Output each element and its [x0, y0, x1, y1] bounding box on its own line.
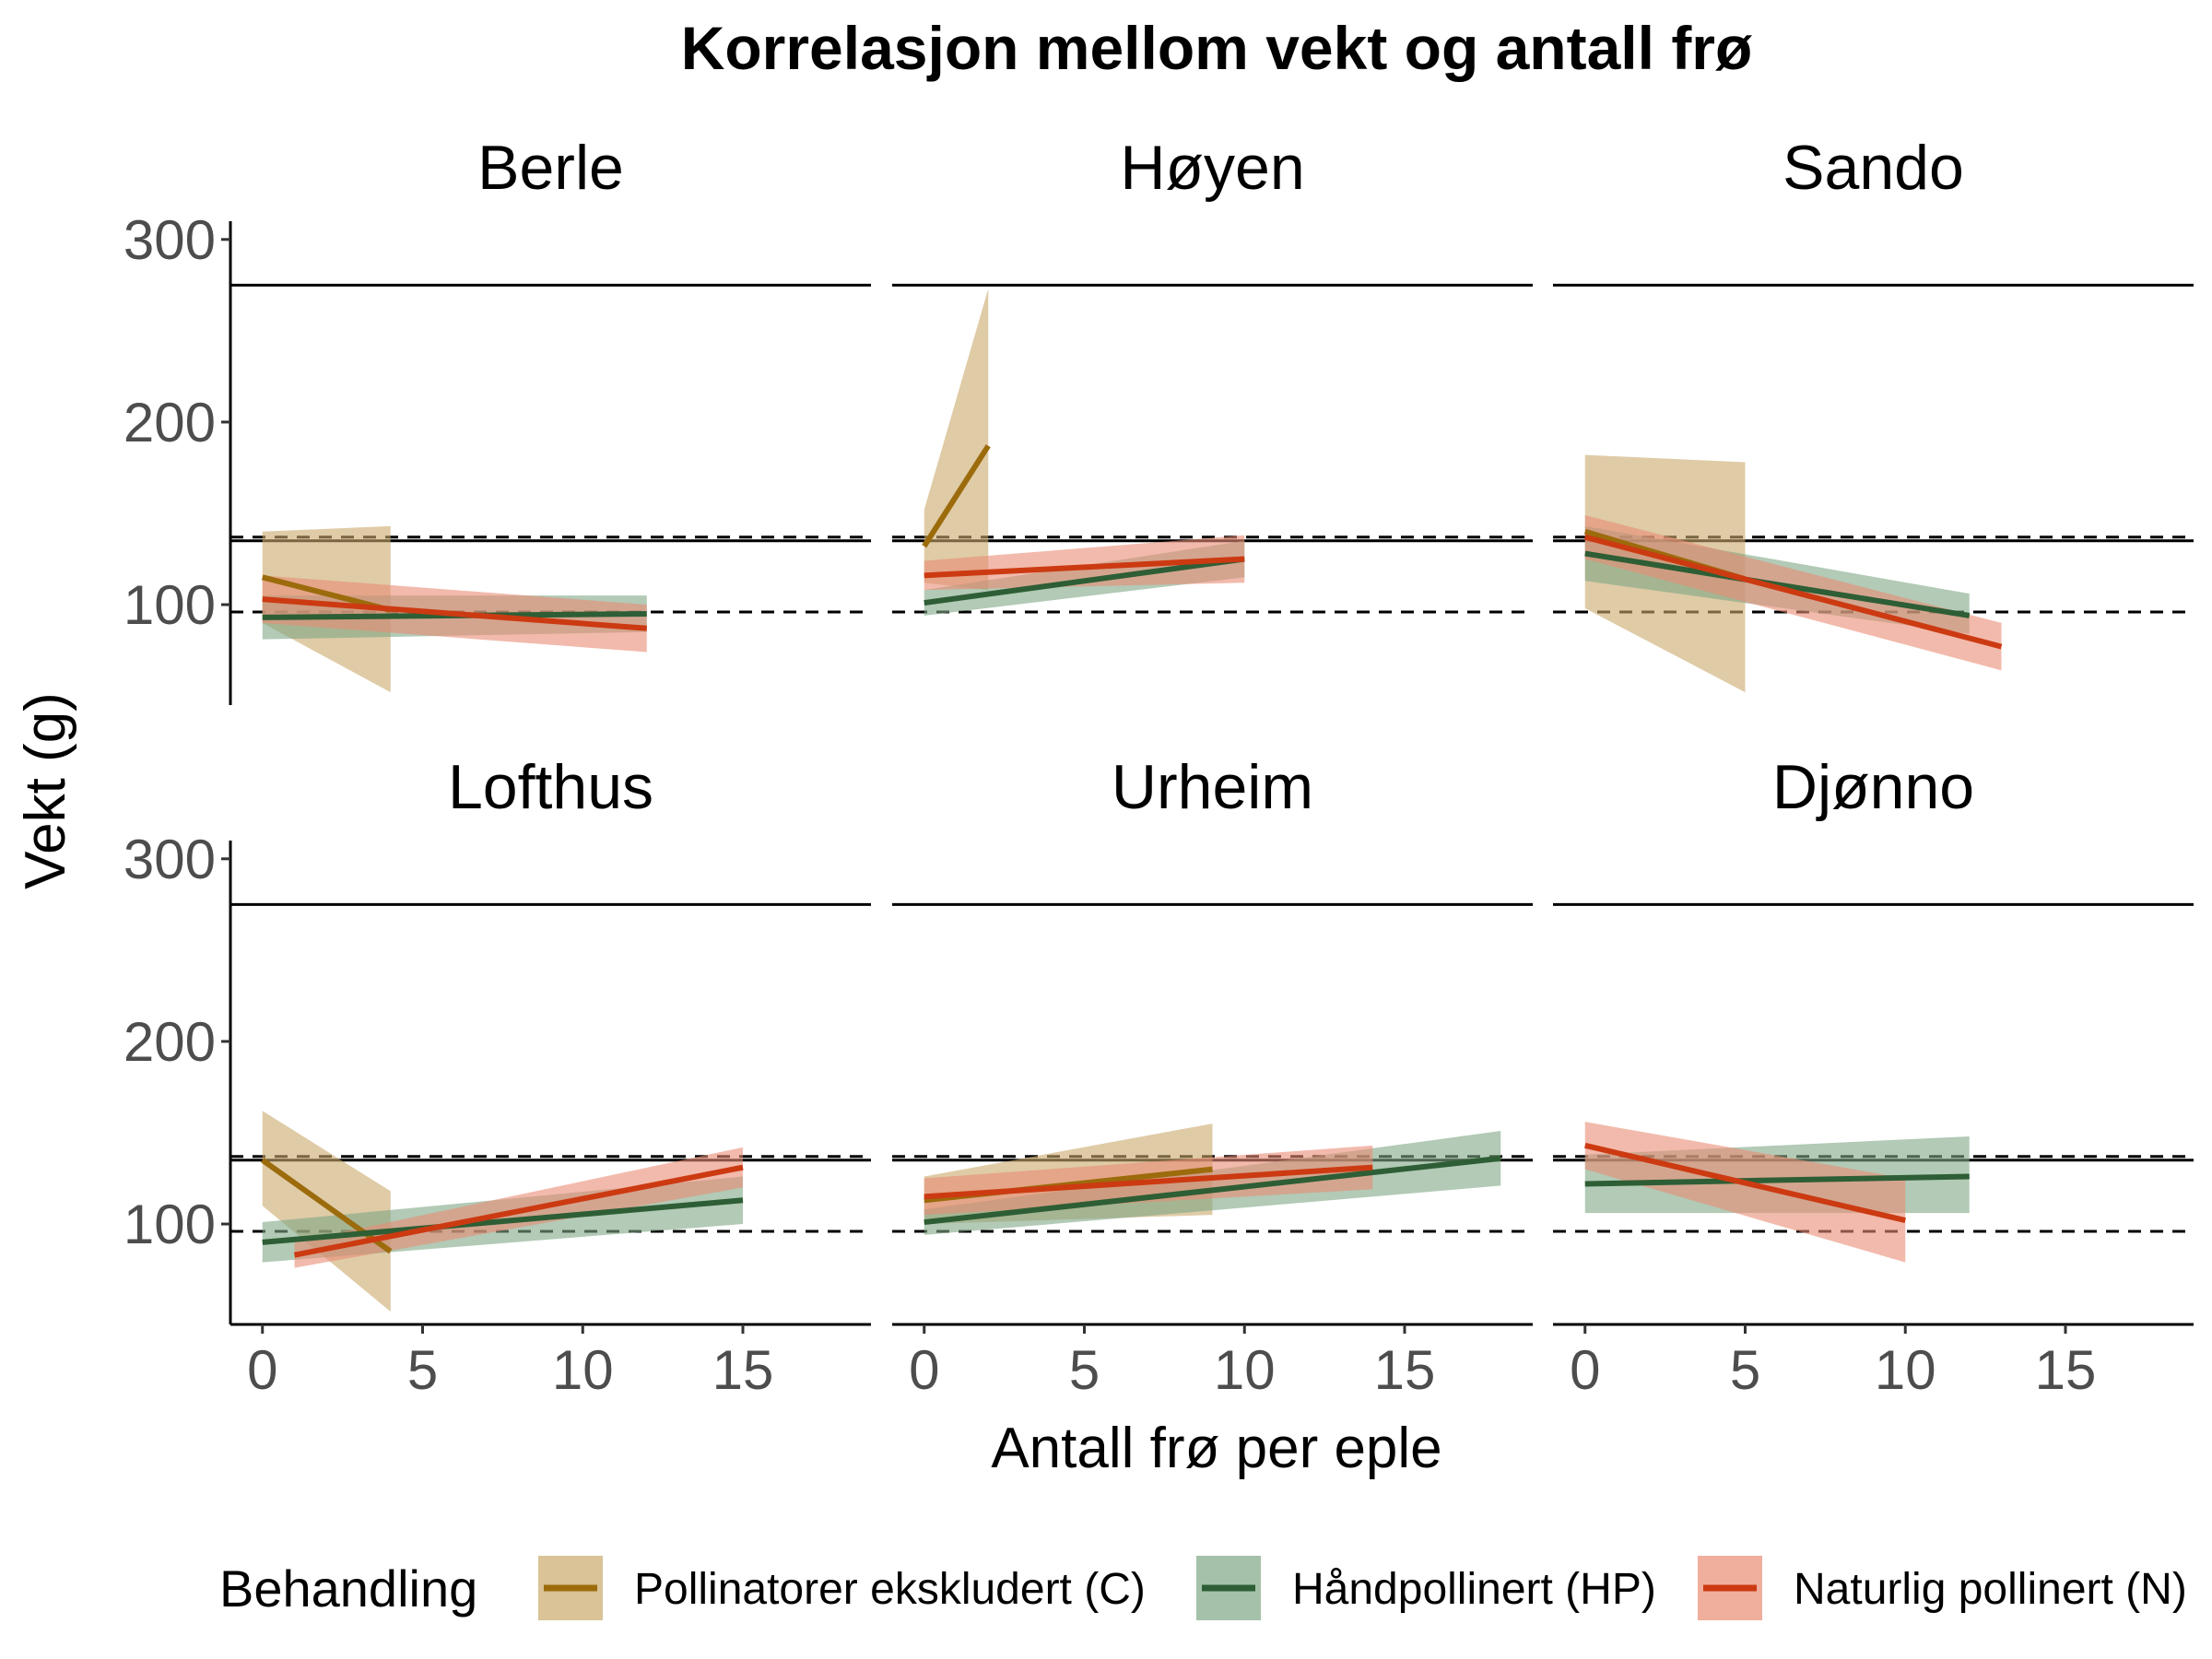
- legend-label: Pollinatorer ekskludert (C): [634, 1565, 1146, 1614]
- confidence-band-c: [924, 288, 989, 591]
- trend-line-hp: [1584, 550, 1971, 618]
- panel-title: Urheim: [1112, 752, 1313, 822]
- trend-line-hp: [1584, 1173, 1970, 1187]
- confidence-band-n: [294, 1147, 743, 1268]
- x-tick-label: 10: [1875, 1339, 1936, 1401]
- y-tick-label: 300: [124, 209, 216, 271]
- legend-label: Naturlig pollinert (N): [1794, 1565, 2187, 1614]
- trend-line-hp: [924, 1155, 1501, 1226]
- confidence-band-c: [262, 1111, 391, 1312]
- legend-label: Håndpollinert (HP): [1292, 1565, 1656, 1614]
- trend-line-n: [293, 1164, 744, 1258]
- panel-lofthus: Lofthus 100 200 300 0 5 10 15: [124, 752, 871, 1401]
- x-tick-label: 5: [407, 1339, 438, 1401]
- x-tick-label: 15: [2035, 1339, 2097, 1401]
- panel-title: Høyen: [1120, 133, 1304, 203]
- confidence-band-n: [1584, 1122, 1906, 1263]
- y-tick-label: 200: [124, 392, 216, 453]
- x-tick-label: 5: [1730, 1339, 1760, 1401]
- y-tick-label: 100: [124, 1194, 216, 1255]
- legend: Behandling Pollinatorer ekskludert (C) Hån…: [219, 1556, 2187, 1620]
- legend-item-c: Pollinatorer ekskludert (C): [538, 1556, 1146, 1620]
- panel-hoyen: Høyen: [892, 133, 1533, 616]
- trend-line-n: [924, 556, 1245, 579]
- x-tick-label: 15: [1374, 1339, 1436, 1401]
- panel-berle: Berle 100 200 300: [124, 133, 871, 705]
- trend-line-c: [922, 444, 991, 548]
- trend-line-n: [1584, 1142, 1906, 1223]
- legend-item-hp: Håndpollinert (HP): [1196, 1556, 1656, 1620]
- x-tick-label: 10: [1214, 1339, 1276, 1401]
- x-tick-label: 0: [247, 1339, 277, 1401]
- panel-djonno: Djønno 0 5 10 15: [1553, 752, 2194, 1401]
- legend-item-n: Naturlig pollinert (N): [1698, 1556, 2187, 1620]
- trend-line-c: [261, 1158, 393, 1254]
- x-tick-label: 5: [1069, 1339, 1100, 1401]
- panel-title: Djønno: [1772, 752, 1974, 822]
- trend-line-n: [262, 596, 647, 631]
- x-tick-label: 0: [909, 1339, 939, 1401]
- panel-title: Berle: [477, 133, 624, 203]
- x-tick-label: 0: [1570, 1339, 1600, 1401]
- legend-title: Behandling: [219, 1559, 477, 1618]
- trend-line-hp: [924, 556, 1245, 606]
- y-tick-label: 200: [124, 1011, 216, 1073]
- panel-title: Sando: [1783, 133, 1964, 203]
- panel-title: Lofthus: [448, 752, 653, 822]
- y-tick-label: 300: [124, 829, 216, 890]
- panel-urheim: Urheim 0 5 10 15: [892, 752, 1533, 1401]
- x-tick-label: 15: [712, 1339, 774, 1401]
- panel-sando: Sando: [1553, 133, 2194, 693]
- trend-line-hp: [262, 1197, 744, 1245]
- y-axis-label: Vekt (g): [14, 692, 77, 889]
- chart-title: Korrelasjon mellom vekt og antall frø: [681, 14, 1753, 82]
- confidence-band-n: [924, 535, 1245, 591]
- trend-line-n: [1583, 534, 2003, 650]
- x-tick-label: 10: [552, 1339, 614, 1401]
- y-tick-label: 100: [124, 574, 216, 636]
- x-axis-label: Antall frø per eple: [991, 1417, 1441, 1480]
- trend-line-n: [924, 1164, 1373, 1200]
